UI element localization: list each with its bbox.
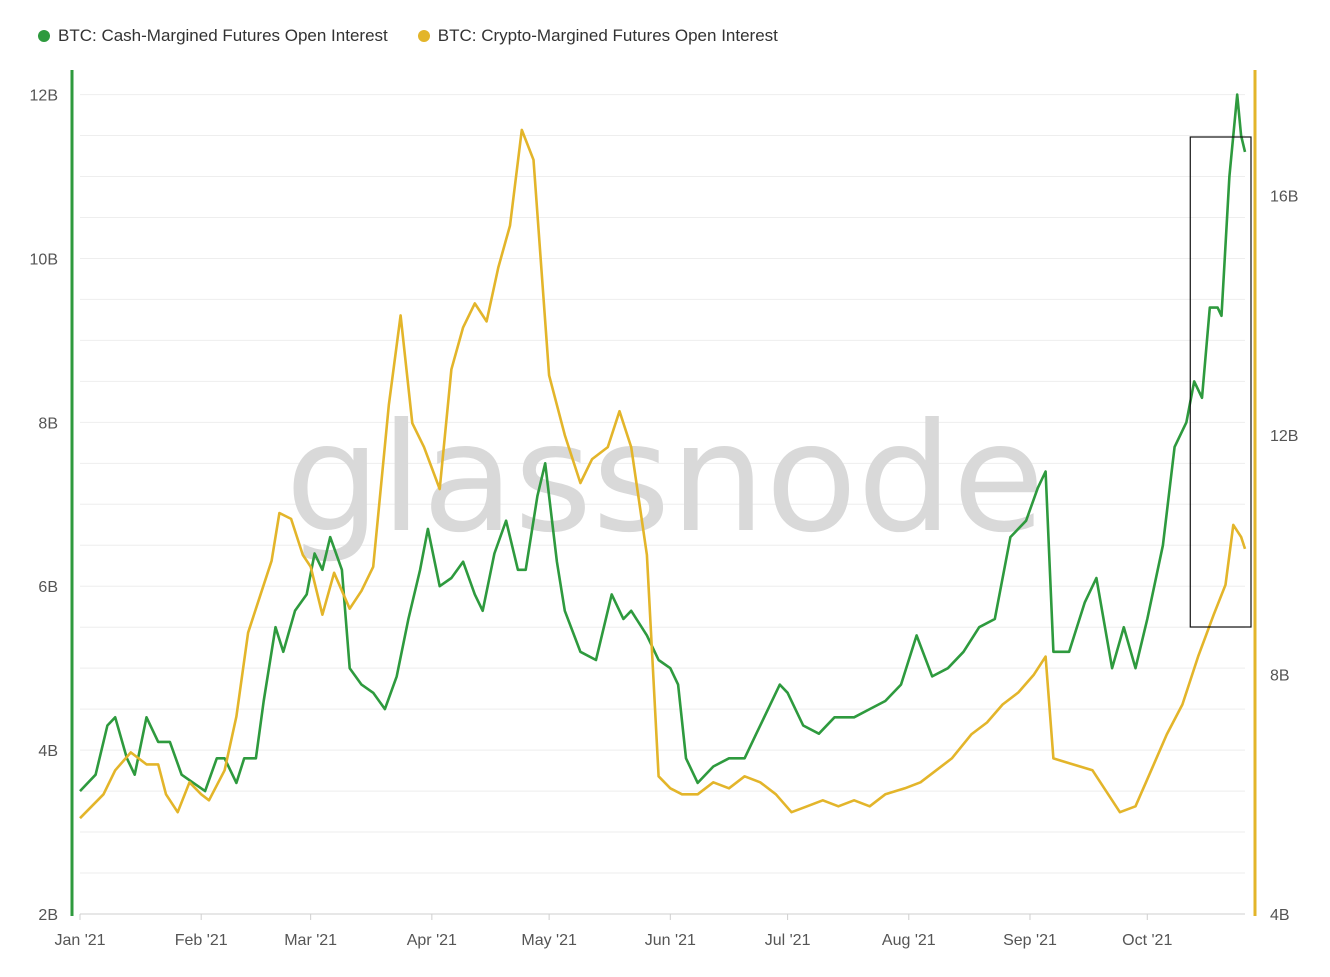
y-left-tick-label: 8B [38,415,58,432]
x-tick-label: Feb '21 [175,932,228,949]
highlight-box [1189,136,1252,628]
x-tick-label: Sep '21 [1003,932,1057,949]
chart-ticks: 2B 4B 6B 8B 10B 12B 4B 8B 12B 16B Jan '21 Feb '21 Ma… [30,88,1299,949]
x-tick-label: Mar '21 [284,932,337,949]
y-left-tick-label: 12B [30,88,58,105]
y-right-tick-label: 12B [1270,428,1298,445]
x-tick-label: Oct '21 [1122,932,1172,949]
legend-dot-cash [38,30,50,42]
x-tick-label: May '21 [521,932,577,949]
legend: BTC: Cash-Margined Futures Open Interest… [38,26,778,46]
x-tick-label: Jun '21 [645,932,696,949]
y-left-tick-label: 4B [38,743,58,760]
chart-overlay [1189,136,1252,628]
x-tick-label: Jul '21 [765,932,811,949]
series-line-cash [79,93,1247,793]
x-tick-label: Aug '21 [882,932,936,949]
y-left-tick-label: 2B [38,907,58,924]
y-right-tick-label: 16B [1270,189,1298,206]
y-right-tick-label: 8B [1270,668,1290,685]
legend-item-crypto[interactable]: BTC: Crypto-Margined Futures Open Intere… [417,26,778,46]
legend-dot-crypto [417,30,430,42]
y-left-tick-label: 6B [38,579,58,596]
chart-lines [79,93,1247,820]
x-tick-label: Apr '21 [407,932,457,949]
y-right-tick-label: 4B [1270,907,1290,924]
watermark: glassnode [285,392,1044,566]
y-left-tick-label: 10B [30,251,58,268]
x-tick-label: Jan '21 [54,932,105,949]
series-line-crypto [79,128,1247,820]
chart-axes [70,70,1257,916]
legend-item-cash[interactable]: BTC: Cash-Margined Futures Open Interest [38,26,388,46]
legend-label-crypto: BTC: Crypto-Margined Futures Open Intere… [437,26,778,45]
legend-label-cash: BTC: Cash-Margined Futures Open Interest [58,26,388,45]
chart-grid [80,94,1245,915]
